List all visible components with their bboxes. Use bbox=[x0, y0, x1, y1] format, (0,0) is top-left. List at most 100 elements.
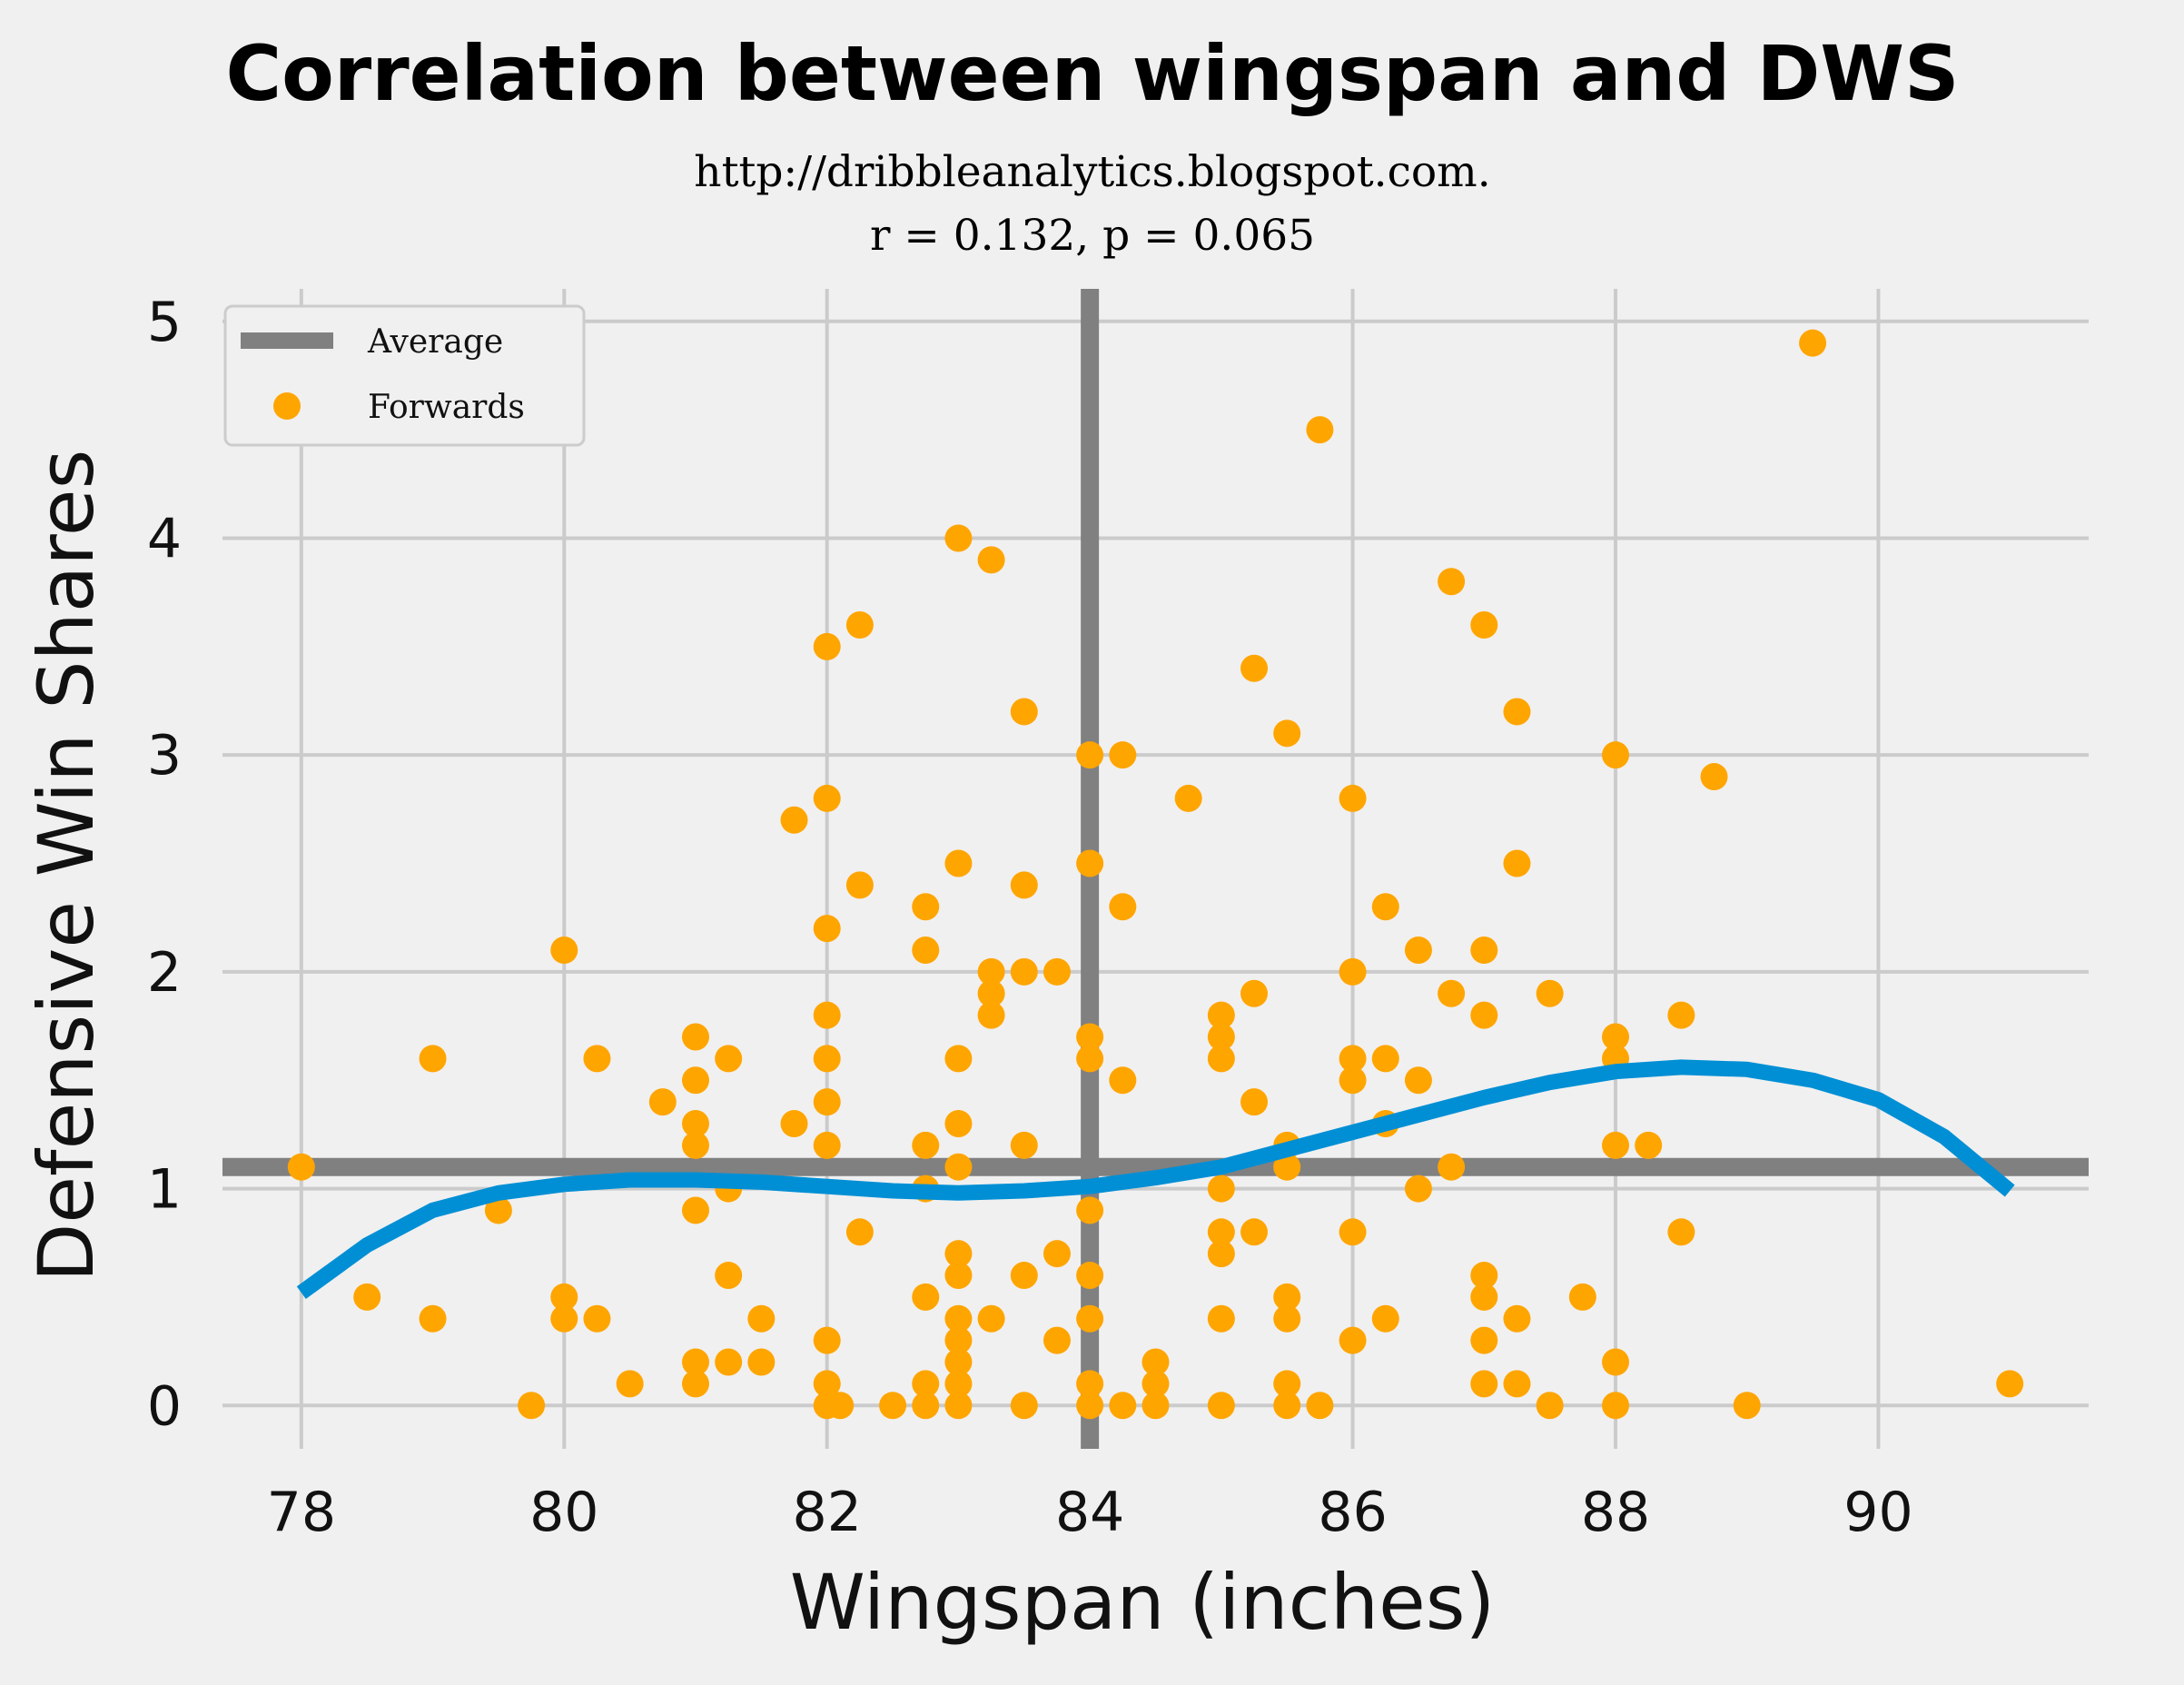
forward-point bbox=[944, 1370, 973, 1398]
chart-title: Correlation between wingspan and DWS bbox=[225, 29, 1959, 118]
forward-point bbox=[1470, 1283, 1498, 1311]
forward-point bbox=[944, 1392, 973, 1420]
forward-point bbox=[845, 1218, 874, 1246]
forward-point bbox=[287, 1153, 315, 1181]
legend: Average Forwards bbox=[223, 304, 586, 447]
forward-point bbox=[1799, 329, 1827, 357]
x-tick-label: 86 bbox=[1318, 1481, 1387, 1544]
forward-point bbox=[1503, 1304, 1531, 1333]
forward-point bbox=[912, 1283, 940, 1311]
forward-point bbox=[944, 1240, 973, 1268]
forward-point bbox=[1996, 1370, 2024, 1398]
forward-point bbox=[1339, 1045, 1367, 1073]
forward-point bbox=[813, 1045, 841, 1073]
y-tick-label: 2 bbox=[147, 941, 182, 1005]
x-tick-label: 88 bbox=[1581, 1481, 1650, 1544]
forward-point bbox=[419, 1045, 447, 1073]
forward-point bbox=[1306, 416, 1334, 444]
chart-subtitle-url: http://dribbleanalytics.blogspot.com. bbox=[694, 147, 1490, 197]
forward-point bbox=[1109, 1066, 1137, 1095]
forward-point bbox=[1010, 957, 1038, 986]
forward-point bbox=[1010, 1131, 1038, 1159]
forward-point bbox=[1503, 849, 1531, 877]
forward-point bbox=[1602, 741, 1630, 769]
tick-labels: 78 80 82 84 86 88 90 0 1 2 3 4 5 bbox=[147, 291, 1913, 1544]
forward-point bbox=[944, 524, 973, 552]
forward-point bbox=[813, 1370, 841, 1398]
forward-point bbox=[912, 1370, 940, 1398]
forward-point bbox=[1339, 1218, 1367, 1246]
forward-point bbox=[1043, 1240, 1071, 1268]
forward-point bbox=[813, 1001, 841, 1029]
forward-point bbox=[1043, 1326, 1071, 1354]
forward-point bbox=[813, 1131, 841, 1159]
forward-point bbox=[1602, 1392, 1630, 1420]
data-points bbox=[287, 329, 2024, 1420]
forward-point bbox=[1371, 1304, 1399, 1333]
forward-point bbox=[1207, 1045, 1235, 1073]
forward-point bbox=[944, 1109, 973, 1137]
forward-point bbox=[1207, 1001, 1235, 1029]
legend-forwards-marker bbox=[273, 392, 301, 420]
forward-point bbox=[1076, 1392, 1104, 1420]
forward-point bbox=[977, 957, 1005, 986]
forward-point bbox=[780, 1109, 808, 1137]
y-tick-label: 0 bbox=[147, 1374, 182, 1438]
forward-point bbox=[826, 1392, 855, 1420]
forward-point bbox=[1404, 1175, 1432, 1203]
forward-point bbox=[1667, 1001, 1695, 1029]
chart-subtitle-stats: r = 0.132, p = 0.065 bbox=[870, 211, 1315, 261]
y-tick-label: 4 bbox=[147, 507, 182, 570]
y-tick-label: 1 bbox=[147, 1158, 182, 1222]
forward-point bbox=[1339, 1066, 1367, 1095]
forward-point bbox=[1306, 1392, 1334, 1420]
forward-point bbox=[681, 1370, 709, 1398]
forward-point bbox=[419, 1304, 447, 1333]
forward-point bbox=[1141, 1348, 1170, 1376]
forward-point bbox=[1371, 1045, 1399, 1073]
forward-point bbox=[944, 1153, 973, 1181]
fit-curve bbox=[296, 1059, 2015, 1299]
forward-point bbox=[715, 1262, 743, 1290]
forward-point bbox=[977, 1304, 1005, 1333]
forward-point bbox=[1207, 1023, 1235, 1051]
forward-point bbox=[1207, 1304, 1235, 1333]
forward-point bbox=[813, 915, 841, 943]
y-tick-label: 3 bbox=[147, 724, 182, 788]
forward-point bbox=[1733, 1392, 1761, 1420]
forward-point bbox=[1438, 1153, 1466, 1181]
forward-point bbox=[1076, 1023, 1104, 1051]
forward-point bbox=[912, 893, 940, 921]
forward-point bbox=[813, 1326, 841, 1354]
forward-point bbox=[1602, 1131, 1630, 1159]
forward-point bbox=[813, 1088, 841, 1116]
forward-point bbox=[944, 1262, 973, 1290]
forward-point bbox=[977, 546, 1005, 574]
forward-point bbox=[1076, 1370, 1104, 1398]
forward-point bbox=[845, 610, 874, 639]
forward-point bbox=[1109, 1392, 1137, 1420]
forward-point bbox=[1273, 1370, 1301, 1398]
forward-point bbox=[1010, 698, 1038, 726]
forward-point bbox=[1700, 763, 1728, 791]
forward-point bbox=[1536, 979, 1564, 1007]
forward-point bbox=[944, 1304, 973, 1333]
forward-point bbox=[1240, 1218, 1269, 1246]
forward-point bbox=[681, 1023, 709, 1051]
forward-point bbox=[1010, 1262, 1038, 1290]
forward-point bbox=[912, 1392, 940, 1420]
forward-point bbox=[1076, 1045, 1104, 1073]
forward-point bbox=[518, 1392, 546, 1420]
forward-point bbox=[912, 937, 940, 965]
forward-point bbox=[1076, 1304, 1104, 1333]
forward-point bbox=[583, 1045, 611, 1073]
forward-point bbox=[1438, 568, 1466, 596]
y-axis-label: Defensive Win Shares bbox=[22, 450, 111, 1283]
forward-point bbox=[715, 1045, 743, 1073]
forward-point bbox=[912, 1131, 940, 1159]
forward-point bbox=[1503, 698, 1531, 726]
forward-point bbox=[1470, 937, 1498, 965]
forward-point bbox=[1273, 1304, 1301, 1333]
forward-point bbox=[1470, 1326, 1498, 1354]
